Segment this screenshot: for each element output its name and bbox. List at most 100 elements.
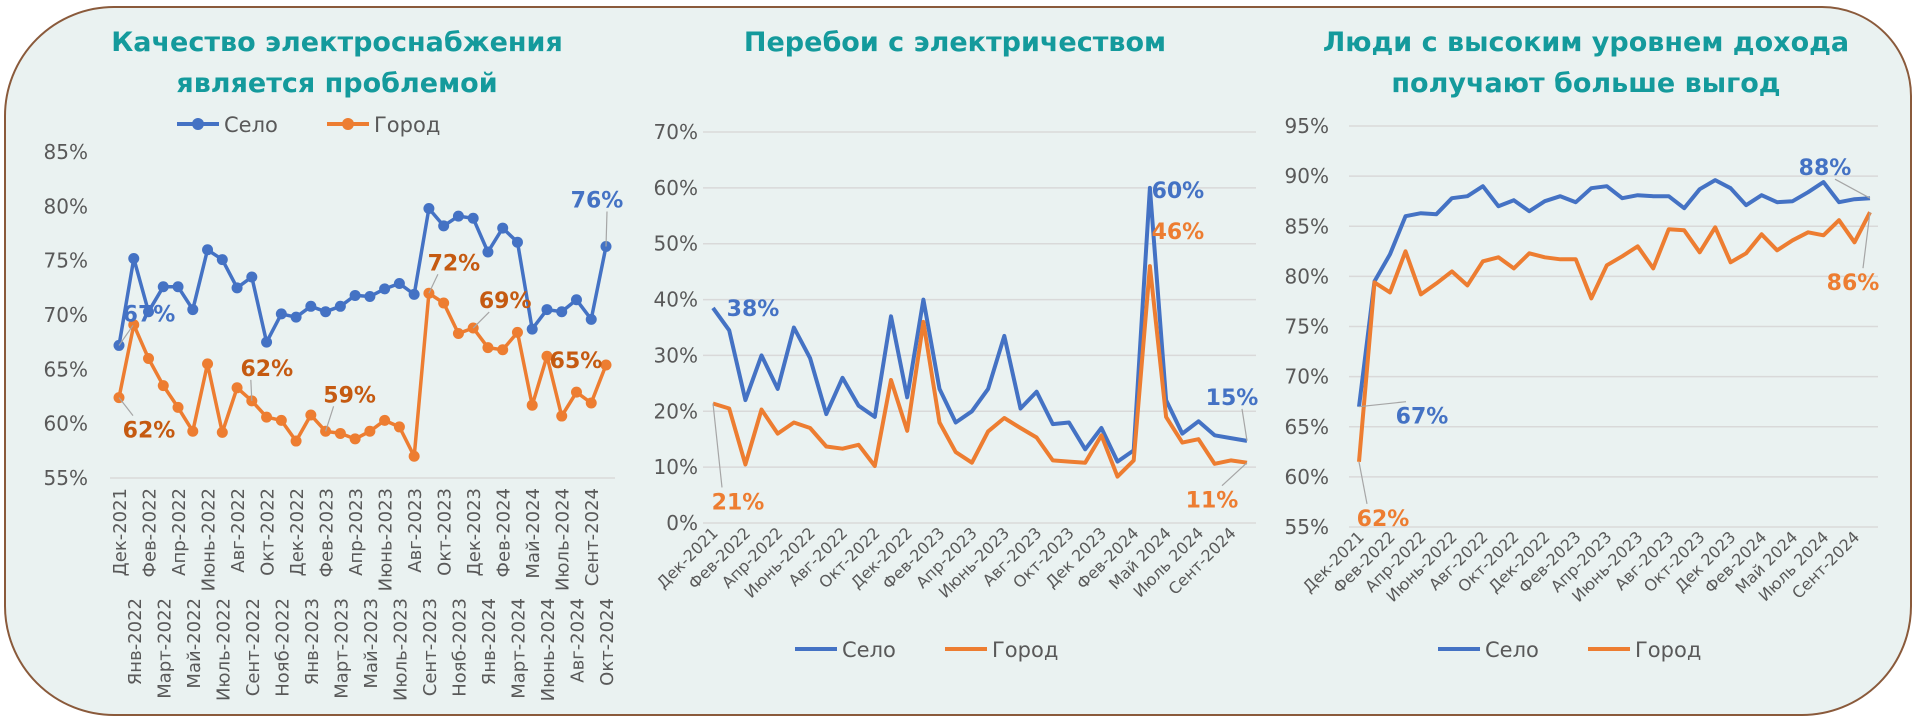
data-point (393, 277, 405, 289)
chart3-title-line2: получают больше выгод (1391, 68, 1781, 99)
data-label: 46% (1152, 220, 1205, 245)
y-tick-label: 60% (44, 412, 88, 436)
y-tick-label: 60% (654, 176, 698, 200)
series-line-selo (1357, 178, 1871, 407)
data-label: 72% (428, 251, 481, 276)
data-point (408, 450, 420, 462)
y-tick-label: 75% (1285, 315, 1329, 339)
data-point (379, 283, 391, 295)
chart2-title: Перебои с электричеством (645, 22, 1265, 63)
chart1-title-line1: Качество электроснабжения (111, 27, 563, 58)
data-point (202, 244, 214, 256)
x-tick-label: Дек-2023 (464, 488, 485, 576)
chart3-title-line1: Люди с высоким уровнем дохода (1322, 27, 1850, 58)
data-point (216, 426, 228, 438)
data-label-leader (118, 325, 134, 346)
y-tick-label: 70% (1285, 365, 1329, 389)
legend-marker (192, 118, 204, 130)
data-label: 38% (727, 297, 780, 322)
data-point (275, 308, 287, 320)
data-point (275, 414, 287, 426)
data-point (364, 291, 376, 303)
legend-label-gorod: Город (374, 113, 440, 137)
data-point (246, 271, 258, 283)
x-tick-label: Март-2024 (508, 598, 529, 699)
data-point (393, 421, 405, 433)
chart-1: 55% 60% 65% 70% 75% 80% 85% Дек-2021 Янв-2022 Фев… (44, 113, 624, 701)
data-point (261, 411, 273, 423)
x-tick-label: Янв-2024 (479, 598, 500, 685)
data-label: 62% (1357, 507, 1410, 532)
data-label-leader (712, 403, 723, 488)
data-point (231, 382, 243, 394)
data-point (585, 397, 597, 409)
data-label: 15% (1206, 386, 1259, 411)
legend-label-gorod: Город (1635, 638, 1701, 662)
data-point (143, 352, 155, 364)
legend: Село Город (177, 113, 440, 137)
data-label-leader (428, 274, 439, 294)
y-tick-label: 40% (654, 288, 698, 312)
series-line-selo (711, 185, 1248, 464)
y-tick-label: 10% (654, 455, 698, 479)
dashboard-panel (4, 6, 1912, 716)
data-label-leader (118, 397, 134, 416)
x-tick-label: Сент-2023 (420, 598, 441, 696)
data-label-leader (1358, 401, 1407, 408)
legend-label-selo: Село (224, 113, 278, 137)
data-point (143, 306, 155, 318)
series-line-gorod (712, 264, 1248, 479)
chart-2: 0%10%20%30%40%50%60%70%Дек-2021Фев-2022А… (653, 120, 1258, 662)
legend-label-gorod: Город (992, 638, 1058, 662)
x-tick-label: Авг-2022 (228, 488, 249, 573)
data-label-leader (1358, 461, 1368, 504)
data-point (379, 414, 391, 426)
y-tick-label: 65% (44, 357, 88, 381)
data-label: 88% (1799, 156, 1852, 181)
data-point (438, 297, 450, 309)
x-tick-label: Нояб-2023 (449, 598, 470, 697)
data-label: 65% (550, 349, 603, 374)
data-point (600, 359, 612, 371)
data-label-leader (250, 379, 253, 401)
data-point (187, 304, 199, 316)
data-point (261, 336, 273, 348)
legend-label-selo: Село (1485, 638, 1539, 662)
data-point (541, 350, 553, 362)
data-point (526, 323, 538, 335)
data-label-leader (325, 406, 335, 432)
y-tick-label: 65% (1285, 415, 1329, 439)
chart1-title-line2: является проблемой (176, 68, 498, 99)
y-tick-label: 85% (1285, 214, 1329, 238)
data-point (452, 210, 464, 222)
data-point (320, 306, 332, 318)
data-label: 62% (240, 357, 293, 382)
data-point (556, 306, 568, 318)
data-point (541, 304, 553, 316)
data-point (511, 236, 523, 248)
x-tick-label: Фев-2022 (140, 488, 161, 577)
data-point (172, 401, 184, 413)
data-point (290, 435, 302, 447)
data-point (482, 342, 494, 354)
data-point (438, 220, 450, 232)
legend: Село Город (795, 638, 1058, 662)
x-tick-label: Май-2022 (184, 598, 205, 689)
data-point (334, 300, 346, 312)
data-label-leader (1834, 178, 1871, 199)
x-tick-label: Дек-2022 (287, 488, 308, 576)
x-tick-label: Фев-2024 (494, 488, 515, 577)
data-label-leader (1221, 462, 1248, 487)
x-tick-label: Апр-2022 (169, 488, 190, 576)
data-point (305, 300, 317, 312)
data-label: 67% (1396, 405, 1449, 430)
x-tick-label: Янв-2022 (125, 598, 146, 685)
y-tick-label: 90% (1285, 164, 1329, 188)
data-point (349, 289, 361, 301)
y-tick-label: 30% (654, 343, 698, 367)
data-point (216, 254, 228, 266)
data-point (157, 380, 169, 392)
x-tick-label: Янв-2023 (302, 598, 323, 685)
y-tick-label: 60% (1285, 465, 1329, 489)
data-point (497, 222, 509, 234)
